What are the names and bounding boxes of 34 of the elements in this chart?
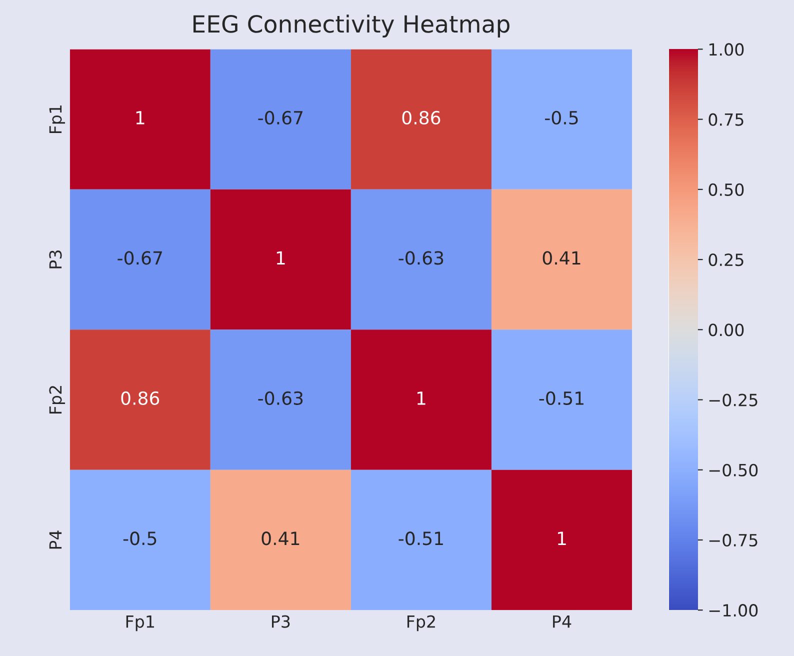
chart-title: EEG Connectivity Heatmap (193, 14, 510, 38)
data-label: -0.5 (123, 532, 156, 546)
data-label: -0.5 (545, 110, 578, 125)
data-label: 0.86 (402, 110, 440, 125)
data-label: 0.41 (262, 532, 300, 546)
data-label: -0.63 (258, 391, 303, 405)
color-bar-label: 0.00 (708, 324, 744, 336)
color-bar-label: −0.25 (709, 394, 758, 406)
data-label: -0.51 (398, 532, 443, 546)
x-tick-label: Fp2 (407, 615, 435, 632)
color-bar-label: 0.25 (708, 253, 744, 266)
data-label: 1 (276, 251, 285, 265)
data-label: 1 (558, 532, 566, 545)
y-tick-label: P3 (49, 250, 62, 268)
color-bar-label: 0.50 (708, 183, 744, 196)
x-tick-label: P3 (272, 615, 290, 628)
x-tick-label: P4 (553, 615, 572, 628)
data-label: -0.51 (539, 391, 584, 405)
color-bar-label: −0.50 (709, 464, 758, 476)
data-label: 1 (136, 111, 144, 124)
y-tick-label: Fp2 (49, 386, 66, 414)
data-label: -0.67 (258, 110, 302, 125)
color-bar-label: −1.00 (709, 604, 758, 617)
y-tick-label: P4 (49, 530, 62, 549)
data-label: -0.63 (398, 251, 444, 265)
color-bar-label: 0.75 (708, 113, 744, 126)
color-bar-label: 1.00 (709, 43, 744, 56)
data-label: -0.67 (118, 251, 162, 265)
data-label: 1 (417, 392, 426, 405)
color-bar-label: −0.75 (709, 534, 758, 547)
y-tick-label: Fp1 (49, 105, 66, 134)
x-tick-label: Fp1 (126, 615, 154, 632)
data-label: 0.86 (121, 391, 160, 405)
data-label: 0.41 (542, 251, 580, 265)
